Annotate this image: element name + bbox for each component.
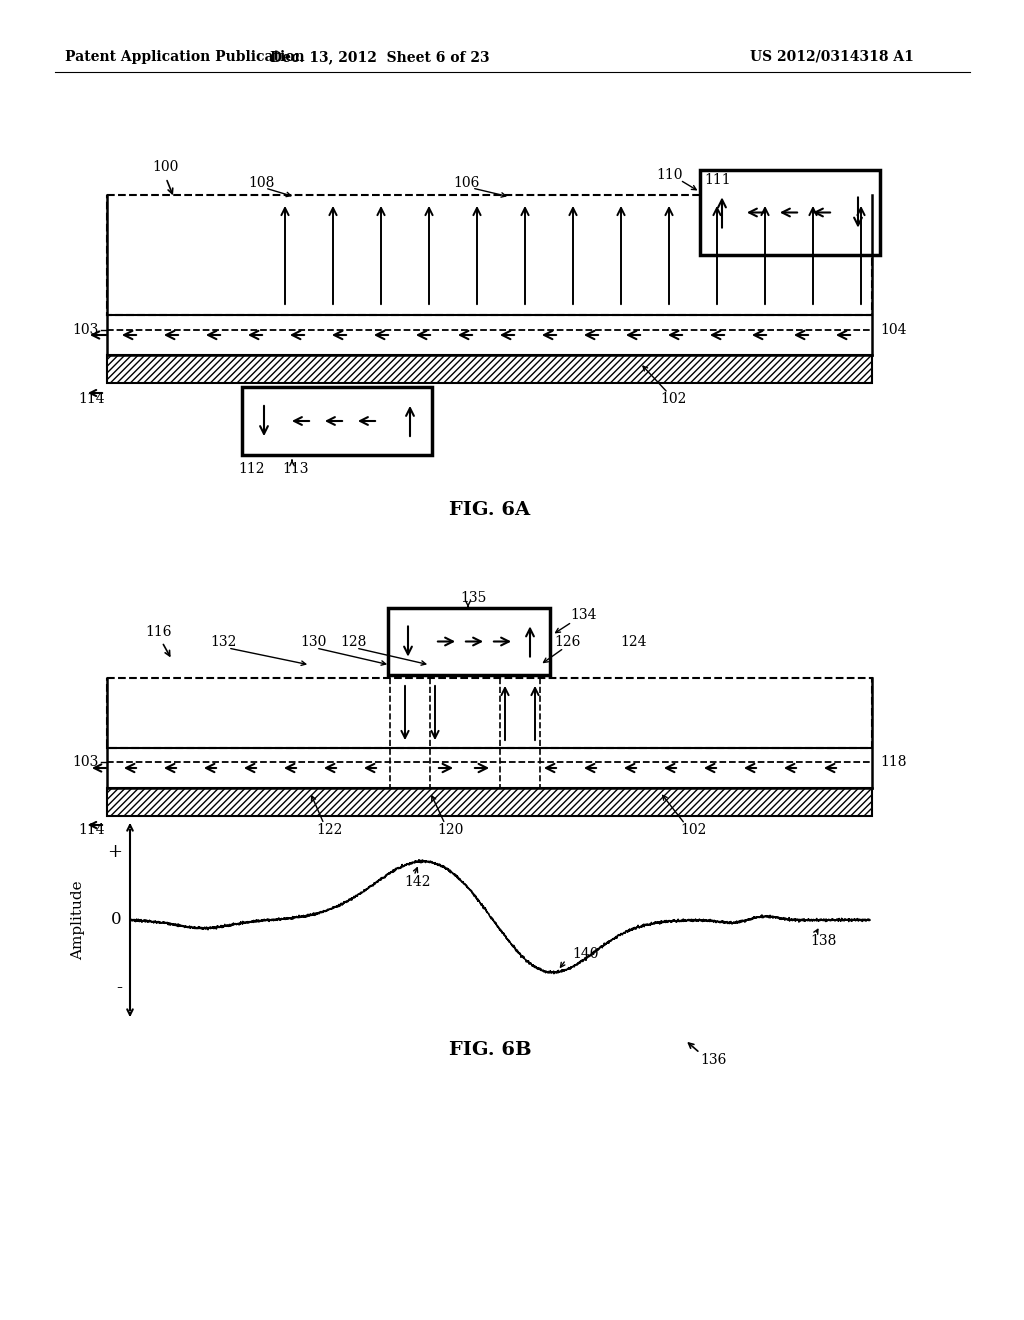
Text: US 2012/0314318 A1: US 2012/0314318 A1: [750, 50, 913, 63]
Text: 122: 122: [316, 822, 342, 837]
Text: 132: 132: [210, 635, 237, 649]
Text: 116: 116: [145, 624, 171, 639]
Text: 134: 134: [570, 609, 597, 622]
Text: 103: 103: [73, 755, 99, 770]
Text: 136: 136: [700, 1053, 726, 1067]
Text: 135: 135: [460, 591, 486, 605]
Text: 112: 112: [238, 462, 264, 477]
Text: +: +: [106, 843, 122, 861]
Text: 103: 103: [73, 323, 99, 337]
Text: Patent Application Publication: Patent Application Publication: [65, 50, 304, 63]
Text: 130: 130: [300, 635, 327, 649]
Text: 114: 114: [79, 822, 105, 837]
Text: 124: 124: [620, 635, 646, 649]
Text: 0: 0: [112, 912, 122, 928]
Text: Dec. 13, 2012  Sheet 6 of 23: Dec. 13, 2012 Sheet 6 of 23: [270, 50, 489, 63]
Text: FIG. 6A: FIG. 6A: [450, 502, 530, 519]
Text: 110: 110: [656, 168, 683, 182]
Text: 138: 138: [810, 933, 837, 948]
Text: 142: 142: [403, 875, 430, 888]
Text: 113: 113: [282, 462, 308, 477]
Text: 118: 118: [880, 755, 906, 770]
Text: Amplitude: Amplitude: [71, 880, 85, 960]
Text: 128: 128: [340, 635, 367, 649]
Bar: [106, 788, 872, 816]
Text: 120: 120: [437, 822, 464, 837]
Bar: [388, 609, 550, 675]
Bar: [106, 355, 872, 383]
Bar: [242, 387, 432, 455]
Text: 111: 111: [705, 173, 731, 187]
Text: 106: 106: [453, 176, 479, 190]
Text: 140: 140: [572, 946, 598, 961]
Text: FIG. 6B: FIG. 6B: [449, 1041, 531, 1059]
Text: 102: 102: [680, 822, 707, 837]
Text: 104: 104: [880, 323, 906, 337]
Text: -: -: [116, 979, 122, 997]
Bar: [700, 170, 880, 255]
Text: 114: 114: [79, 392, 105, 407]
Text: 102: 102: [660, 392, 686, 407]
Text: 126: 126: [554, 635, 581, 649]
Text: 100: 100: [152, 160, 178, 174]
Text: 108: 108: [248, 176, 274, 190]
